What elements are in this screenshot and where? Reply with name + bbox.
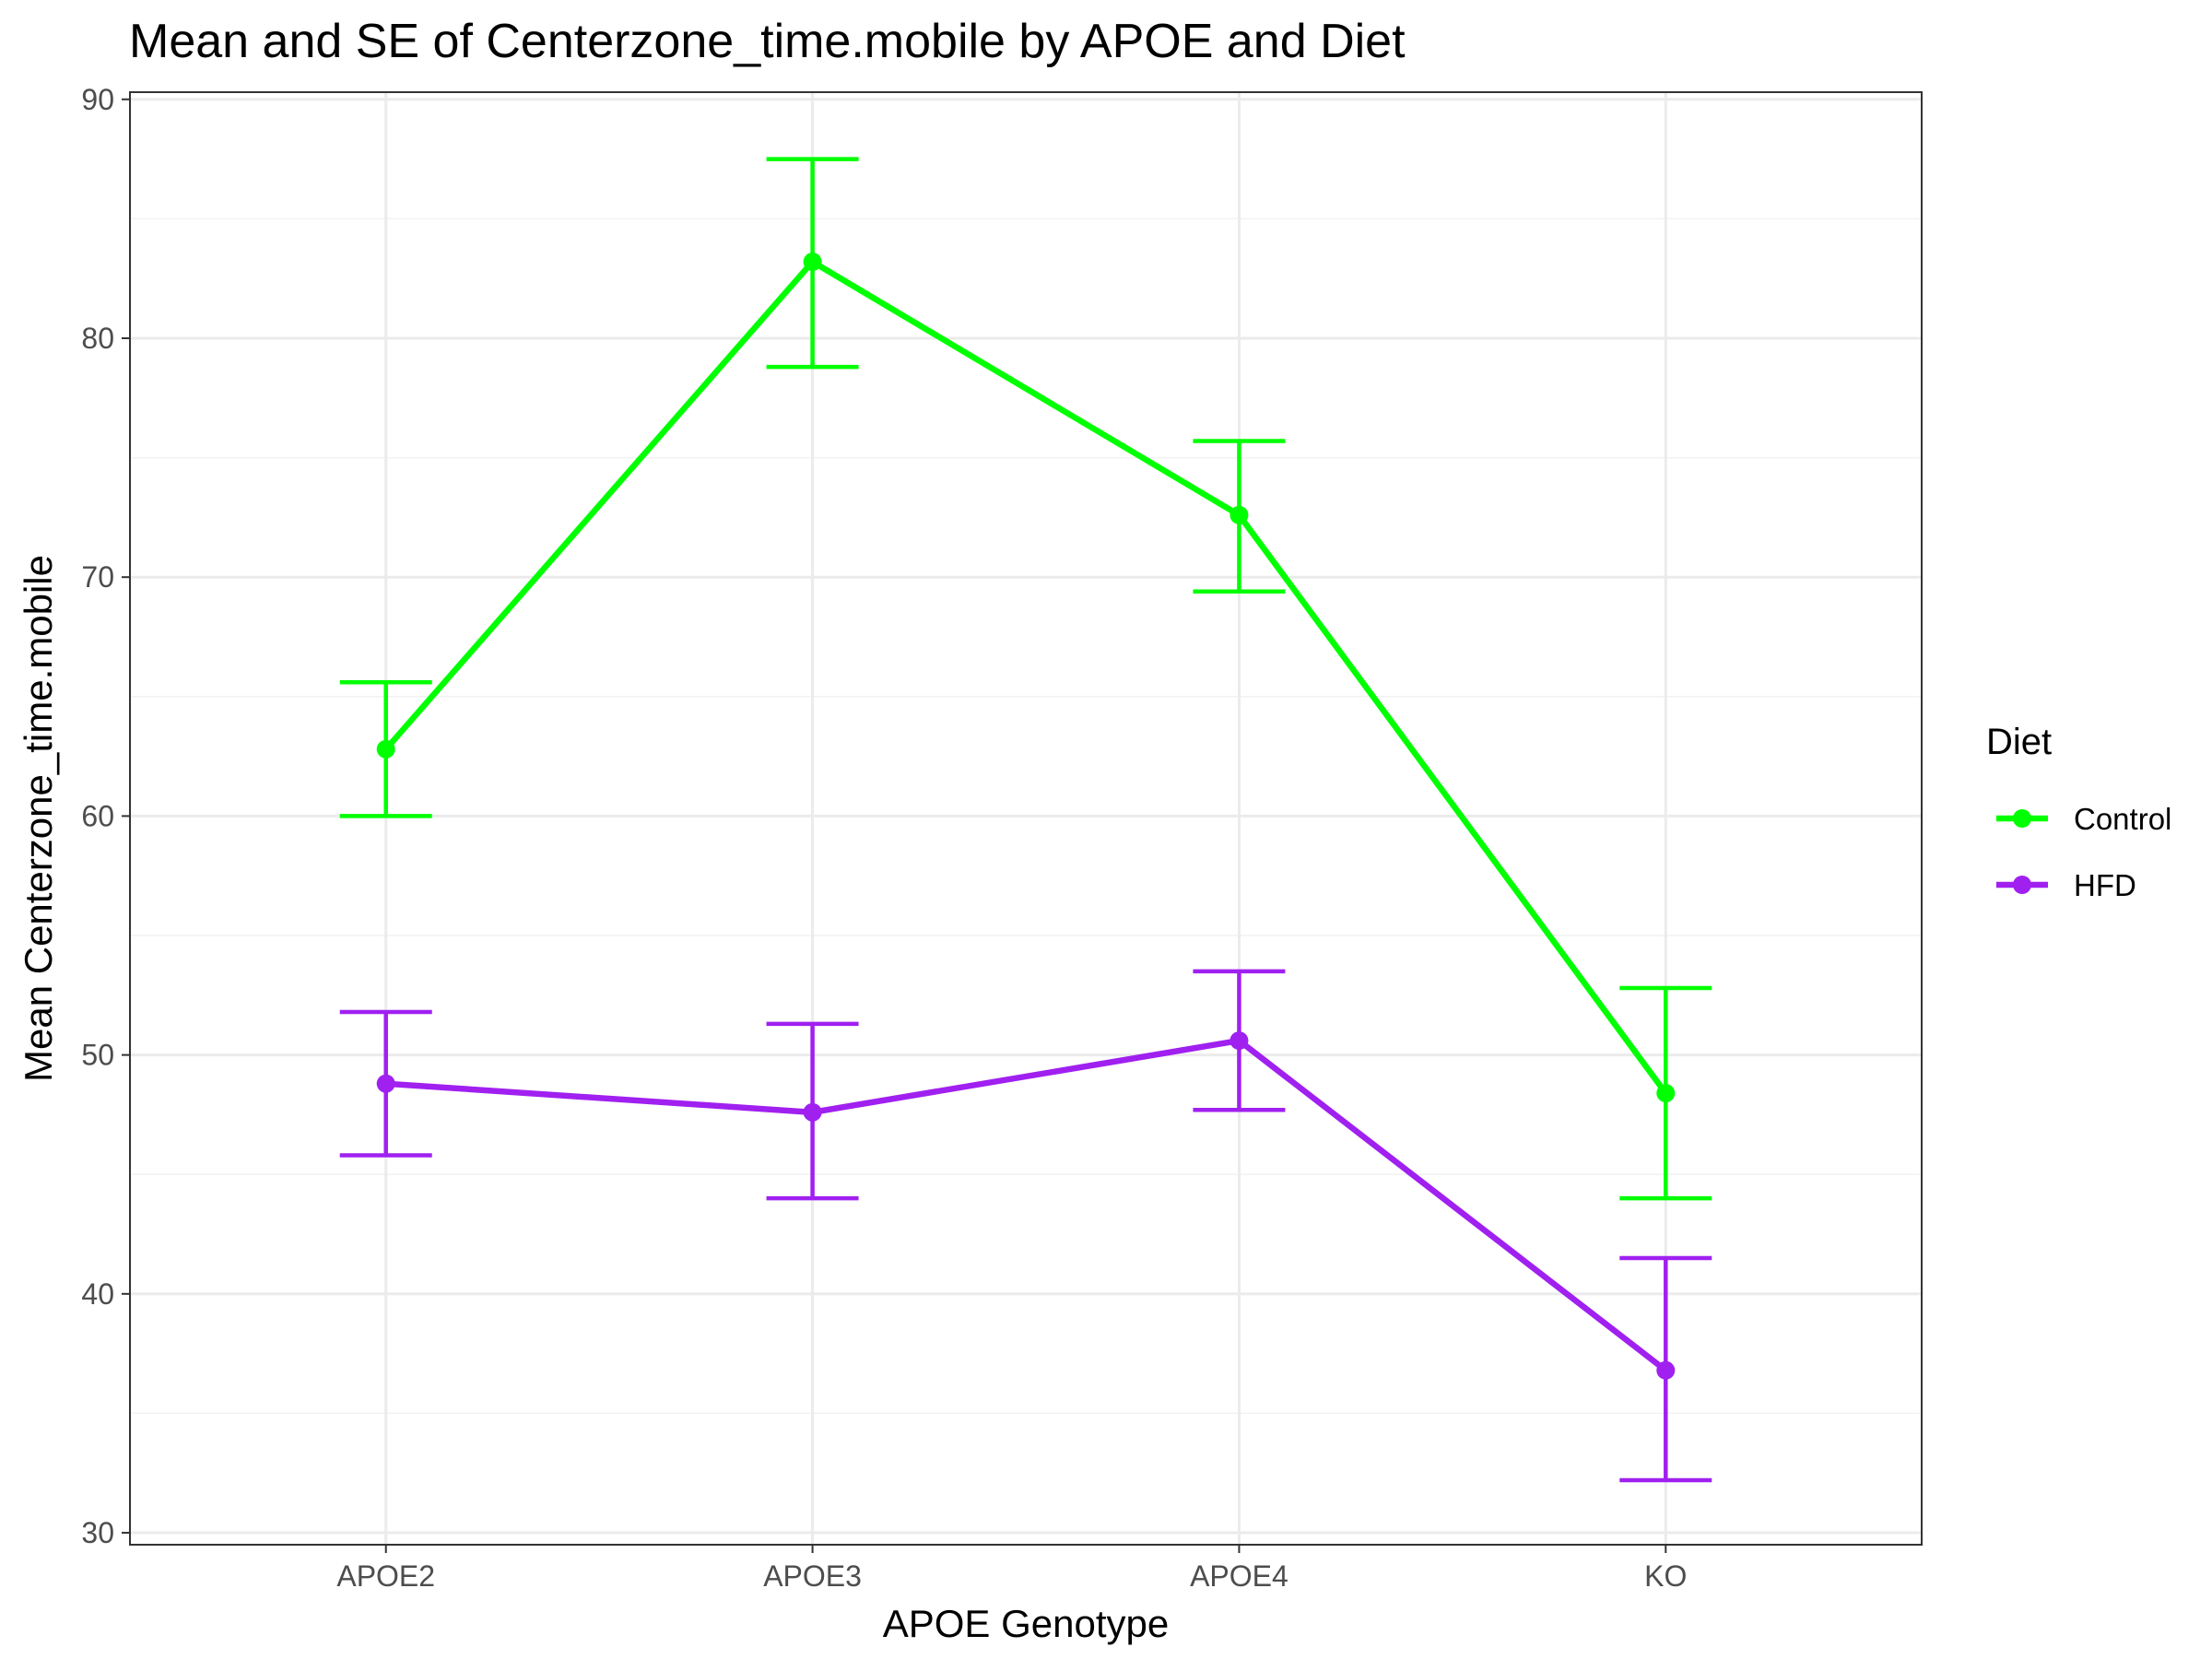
x-tick-label: APOE4	[1190, 1559, 1288, 1593]
data-point	[803, 253, 822, 272]
data-point	[1656, 1360, 1676, 1380]
legend-title: Diet	[1986, 722, 2052, 762]
legend-key-point	[2013, 809, 2031, 828]
x-tick-label: KO	[1644, 1559, 1687, 1593]
series-line	[383, 258, 1668, 1096]
legend-item-hfd: HFD	[1996, 868, 2136, 902]
series-layer	[339, 157, 1712, 1483]
data-point	[803, 1102, 822, 1122]
series-control	[339, 157, 1712, 1201]
y-axis-title: Mean Centerzone_time.mobile	[17, 555, 60, 1082]
legend-label: HFD	[2074, 868, 2136, 902]
series-line	[385, 1037, 1668, 1373]
x-tick-label: APOE2	[336, 1559, 435, 1593]
legend-item-control: Control	[1996, 802, 2171, 836]
y-tick-label: 40	[81, 1277, 114, 1311]
legend-key-point	[2013, 876, 2031, 894]
series-hfd	[339, 969, 1712, 1483]
y-tick-label: 80	[81, 322, 114, 355]
data-point	[376, 739, 395, 759]
x-axis-title: APOE Genotype	[883, 1602, 1170, 1645]
x-axis: APOE2 APOE3 APOE4 KO	[336, 1545, 1687, 1593]
y-axis: 30 40 50 60 70 80 90	[81, 83, 130, 1549]
plot-panel-border	[129, 91, 1923, 1546]
y-tick-label: 90	[81, 83, 114, 116]
grid-layer	[130, 92, 1922, 1545]
data-point	[1230, 1031, 1249, 1051]
y-tick-label: 70	[81, 560, 114, 594]
data-point	[1656, 1084, 1676, 1103]
y-tick-label: 50	[81, 1039, 114, 1072]
y-tick-label: 30	[81, 1516, 114, 1549]
data-point	[376, 1074, 395, 1093]
legend-items: Control HFD	[1996, 802, 2171, 902]
legend: Diet Control HFD	[1986, 722, 2171, 902]
y-tick-label: 60	[81, 799, 114, 832]
data-point	[1230, 505, 1249, 524]
x-tick-label: APOE3	[763, 1559, 862, 1593]
legend-label: Control	[2074, 802, 2171, 836]
chart-title: Mean and SE of Centerzone_time.mobile by…	[129, 15, 1406, 68]
